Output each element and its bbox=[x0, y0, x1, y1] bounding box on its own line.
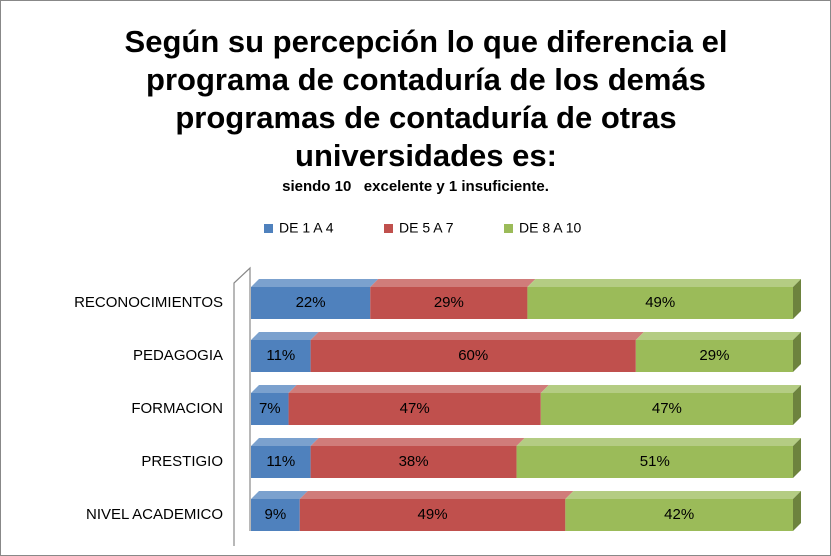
bar bbox=[370, 287, 528, 319]
category-label: NIVEL ACADEMICO bbox=[86, 506, 223, 523]
bar-top bbox=[288, 385, 549, 393]
category-label: PEDAGOGIA bbox=[133, 347, 223, 364]
bar-top bbox=[370, 279, 536, 287]
bar bbox=[251, 340, 311, 372]
value-label: 29% bbox=[699, 347, 729, 364]
chart-title: Según su percepción lo que diferencia el… bbox=[124, 24, 728, 173]
bar-side bbox=[793, 279, 801, 319]
bar bbox=[251, 393, 289, 425]
value-label: 42% bbox=[664, 506, 694, 523]
bar-top bbox=[527, 279, 801, 287]
bar bbox=[288, 393, 541, 425]
value-label: 7% bbox=[259, 400, 281, 417]
axis-wall bbox=[233, 266, 251, 546]
bar bbox=[565, 499, 793, 531]
bar-top bbox=[251, 279, 379, 287]
value-label: 9% bbox=[265, 506, 287, 523]
value-label: 22% bbox=[296, 294, 326, 311]
category-label: RECONOCIMIENTOS bbox=[74, 294, 223, 311]
value-label: 47% bbox=[400, 400, 430, 417]
bar bbox=[516, 446, 793, 478]
bar bbox=[251, 499, 300, 531]
bar-top bbox=[310, 438, 525, 446]
bar-top bbox=[299, 491, 574, 499]
chart-subtitle: siendo 10 excelente y 1 insuficiente. bbox=[282, 178, 549, 195]
bar bbox=[540, 393, 793, 425]
bar-top bbox=[251, 491, 308, 499]
bar bbox=[310, 340, 636, 372]
bar-side bbox=[793, 491, 801, 531]
category-label: PRESTIGIO bbox=[141, 453, 223, 470]
bar bbox=[635, 340, 793, 372]
value-label: 51% bbox=[640, 453, 670, 470]
value-label: 38% bbox=[399, 453, 429, 470]
bar-top bbox=[251, 438, 319, 446]
legend-label: DE 8 A 10 bbox=[519, 220, 581, 236]
bar bbox=[310, 446, 517, 478]
bar bbox=[527, 287, 793, 319]
bar-top bbox=[516, 438, 801, 446]
bar bbox=[299, 499, 566, 531]
bar-top bbox=[540, 385, 801, 393]
bar-side bbox=[793, 438, 801, 478]
value-label: 29% bbox=[434, 294, 464, 311]
value-label: 47% bbox=[652, 400, 682, 417]
bar-side bbox=[793, 385, 801, 425]
bar-top bbox=[310, 332, 644, 340]
bar-top bbox=[251, 332, 319, 340]
value-label: 49% bbox=[418, 506, 448, 523]
legend-swatch bbox=[264, 224, 273, 233]
bar-top bbox=[251, 385, 297, 393]
bar-side bbox=[793, 332, 801, 372]
legend-label: DE 5 A 7 bbox=[399, 220, 454, 236]
legend-label: DE 1 A 4 bbox=[279, 220, 334, 236]
legend-swatch bbox=[384, 224, 393, 233]
bar-top bbox=[565, 491, 801, 499]
value-label: 11% bbox=[266, 453, 295, 470]
value-label: 49% bbox=[645, 294, 675, 311]
bar bbox=[251, 446, 311, 478]
value-label: 11% bbox=[266, 347, 295, 364]
bar bbox=[251, 287, 371, 319]
legend-swatch bbox=[504, 224, 513, 233]
bar-top bbox=[635, 332, 801, 340]
value-label: 60% bbox=[458, 347, 488, 364]
category-label: FORMACION bbox=[131, 400, 223, 417]
